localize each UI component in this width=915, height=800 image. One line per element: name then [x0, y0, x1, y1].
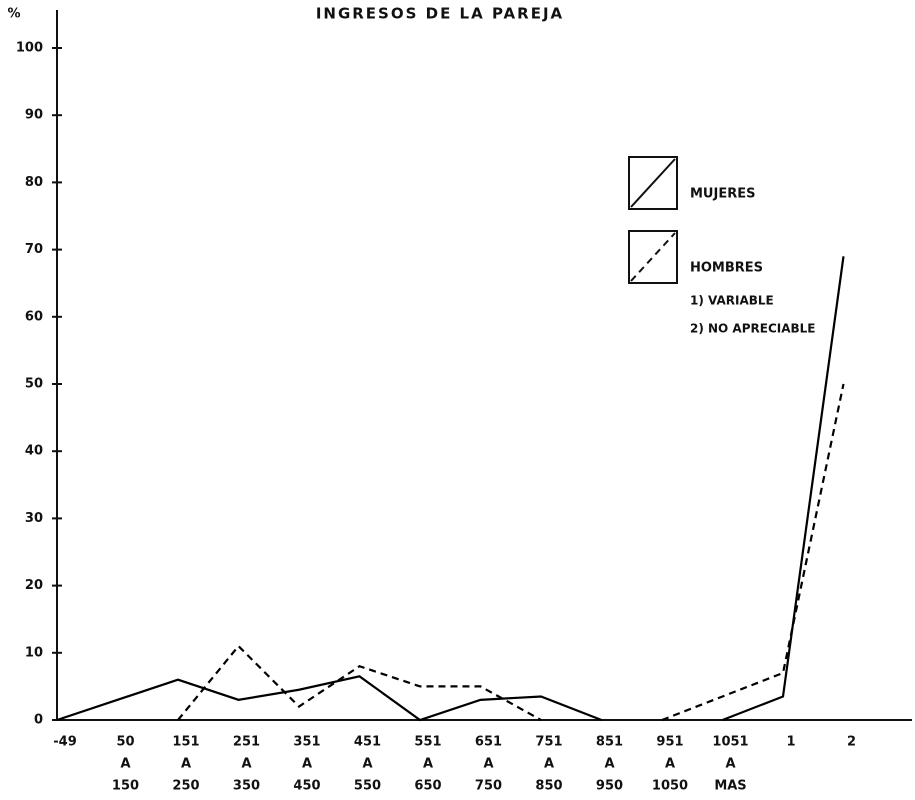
- x-tick-label: 650: [414, 779, 441, 794]
- legend-box: [628, 156, 678, 210]
- x-tick-label: A: [423, 757, 433, 772]
- x-tick-label: A: [362, 757, 372, 772]
- legend-swatch: [630, 232, 676, 282]
- x-tick-label: A: [725, 757, 735, 772]
- series-line: [56, 256, 845, 722]
- x-tick-label: 1: [786, 735, 795, 750]
- x-tick-label: A: [181, 757, 191, 772]
- x-tick-label: 550: [354, 779, 381, 794]
- y-tick-label: 80: [25, 175, 43, 190]
- x-tick-label: 551: [414, 735, 441, 750]
- x-tick-label: 250: [172, 779, 199, 794]
- x-tick-label: A: [483, 757, 493, 772]
- x-tick-label: 850: [535, 779, 562, 794]
- x-tick-label: 350: [233, 779, 260, 794]
- x-tick-label: 951: [656, 735, 683, 750]
- annotation: 1) VARIABLE: [690, 294, 774, 308]
- y-tick-label: 40: [25, 444, 43, 459]
- y-tick-label: 90: [25, 108, 43, 123]
- legend-label: HOMBRES: [690, 261, 763, 276]
- x-tick-label: 651: [475, 735, 502, 750]
- chart-title: INGRESOS DE LA PAREJA: [316, 5, 564, 23]
- legend-box: [628, 230, 678, 284]
- x-tick-label: A: [120, 757, 130, 772]
- x-tick-label: 851: [596, 735, 623, 750]
- x-tick-label: 2: [847, 735, 856, 750]
- x-tick-label: MAS: [714, 779, 746, 794]
- x-tick-label: -49: [53, 735, 77, 750]
- legend-label: MUJERES: [690, 187, 755, 202]
- x-tick-label: 151: [172, 735, 199, 750]
- x-tick-label: A: [241, 757, 251, 772]
- x-tick-label: 150: [112, 779, 139, 794]
- legend-swatch: [630, 158, 676, 208]
- x-tick-label: A: [665, 757, 675, 772]
- x-tick-label: 1050: [652, 779, 688, 794]
- x-tick-label: 750: [475, 779, 502, 794]
- x-tick-label: 251: [233, 735, 260, 750]
- x-tick-label: A: [302, 757, 312, 772]
- y-tick-label: 70: [25, 242, 43, 257]
- x-tick-label: 451: [354, 735, 381, 750]
- series-line: [177, 383, 845, 722]
- y-axis-label: %: [7, 7, 20, 22]
- annotation: 2) NO APRECIABLE: [690, 322, 816, 336]
- x-tick-label: 950: [596, 779, 623, 794]
- x-tick-label: 351: [293, 735, 320, 750]
- x-tick-label: 450: [293, 779, 320, 794]
- y-tick-label: 20: [25, 578, 43, 593]
- y-tick-label: 10: [25, 645, 43, 660]
- x-tick-label: A: [544, 757, 554, 772]
- x-tick-label: 751: [535, 735, 562, 750]
- x-tick-label: 50: [116, 735, 134, 750]
- y-tick-label: 50: [25, 377, 43, 392]
- y-tick-label: 60: [25, 309, 43, 324]
- x-tick-label: 1051: [712, 735, 748, 750]
- x-tick-label: A: [604, 757, 614, 772]
- y-tick-label: 30: [25, 511, 43, 526]
- y-tick-label: 100: [16, 41, 43, 56]
- y-tick-label: 0: [34, 713, 43, 728]
